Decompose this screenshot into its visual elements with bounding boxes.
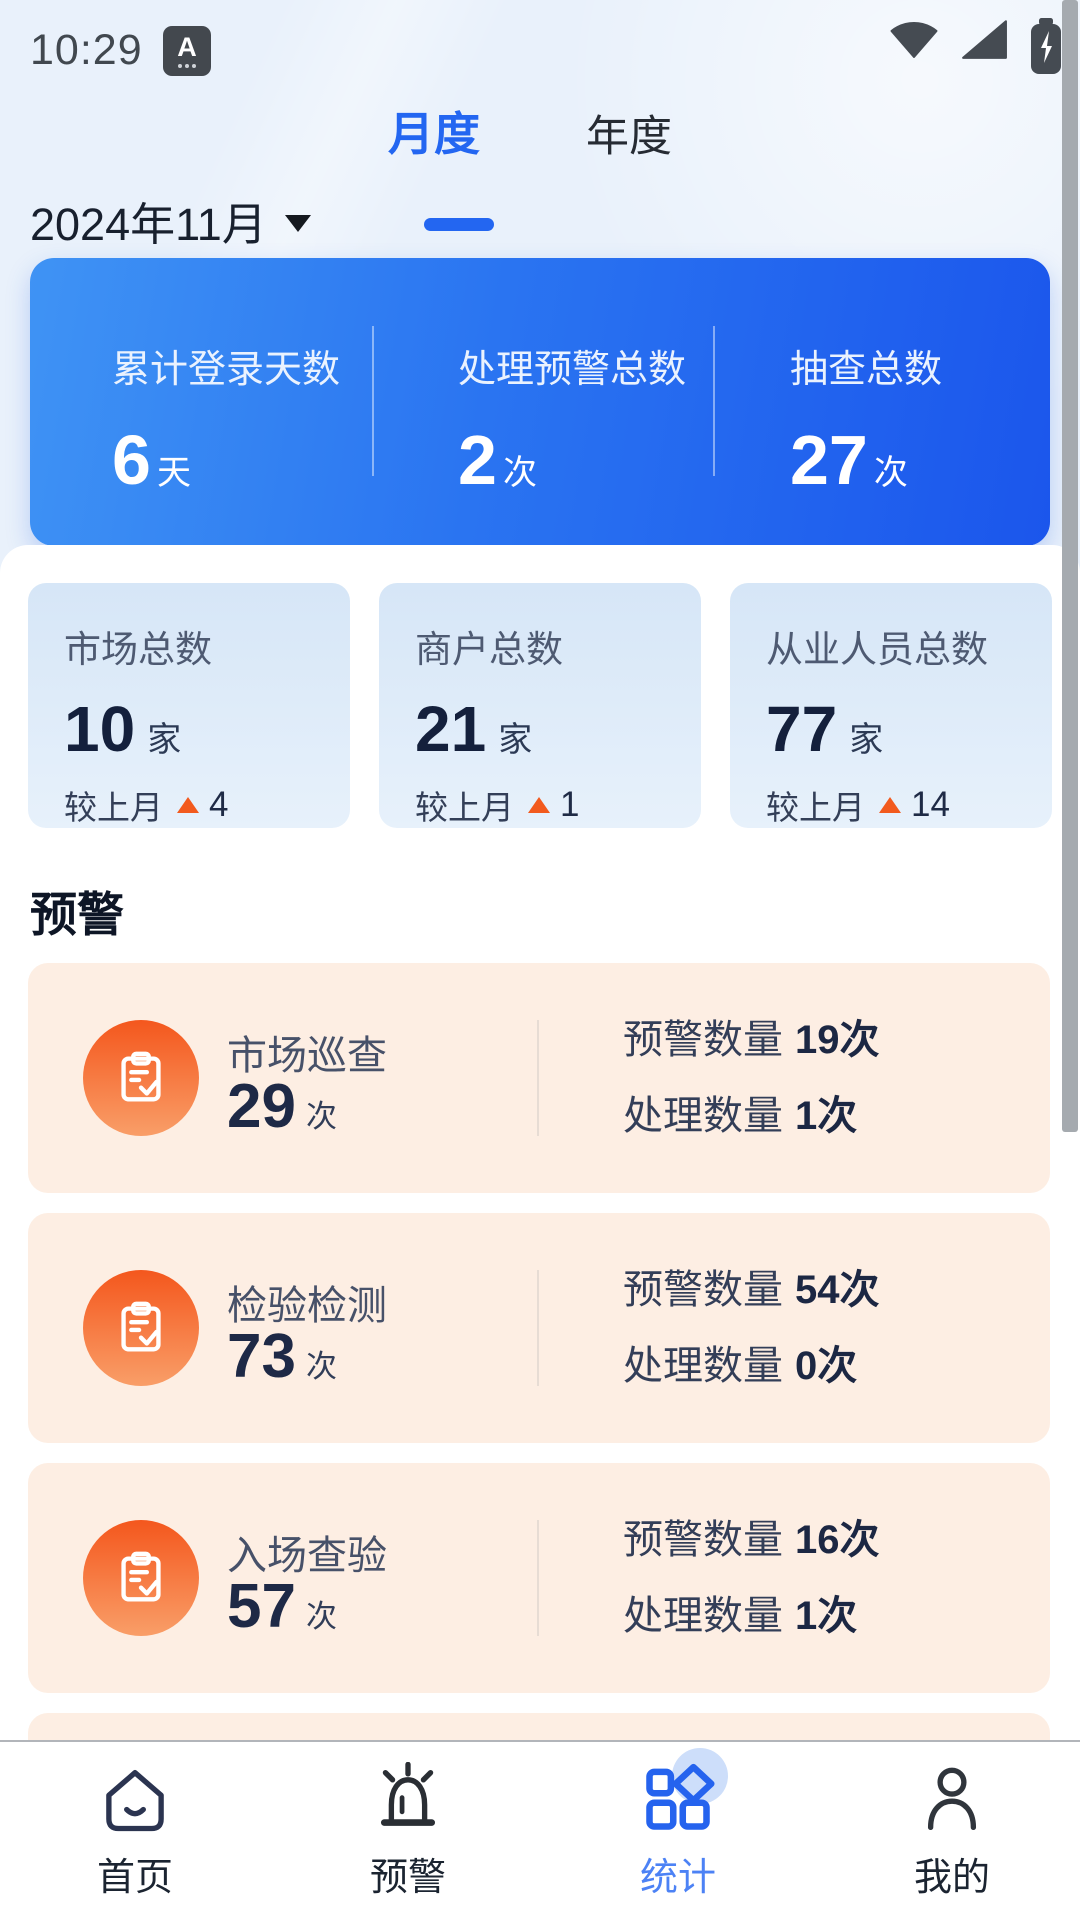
grid-stats-icon xyxy=(640,1748,728,1838)
compare-label: 较上月 xyxy=(766,789,865,826)
input-method-a-icon: A xyxy=(163,26,211,76)
warning-card-unit: 次 xyxy=(305,1099,337,1134)
nav-label: 统计 xyxy=(639,1857,716,1899)
handle-count-label: 处理数量 xyxy=(623,1344,783,1388)
stat-value: 21 xyxy=(415,693,487,765)
scrollbar-thumb[interactable] xyxy=(1062,0,1078,1132)
summary-item-login-days: 累计登录天数 6 天 xyxy=(112,338,340,495)
summary-item-handled-warnings: 处理预警总数 2 次 xyxy=(458,338,686,495)
stat-value: 77 xyxy=(766,693,838,765)
warning-card-value: 73 xyxy=(227,1322,296,1391)
warning-card-value: 29 xyxy=(227,1072,296,1141)
warning-card-divider xyxy=(537,1520,539,1636)
bottom-navbar: 首页 预警 xyxy=(0,1740,1080,1920)
warning-section-title: 预警 xyxy=(30,888,124,941)
warning-card-unit: 次 xyxy=(305,1599,337,1634)
tab-yearly[interactable]: 年度 xyxy=(586,113,672,161)
warning-card-value: 57 xyxy=(227,1572,296,1641)
nav-label: 首页 xyxy=(96,1857,173,1899)
user-icon xyxy=(914,1762,990,1838)
summary-card: 累计登录天数 6 天 处理预警总数 2 次 抽查总数 27 次 xyxy=(30,258,1050,546)
up-triangle-icon xyxy=(177,797,199,813)
warning-card-entry-check[interactable]: 入场查验 57 次 预警数量 16次 处理数量 1次 xyxy=(28,1463,1050,1693)
handle-count-value: 1次 xyxy=(795,1594,858,1638)
battery-charging-icon xyxy=(1028,18,1064,81)
siren-icon xyxy=(370,1761,446,1838)
summary-item-spot-checks: 抽查总数 27 次 xyxy=(790,338,942,495)
up-triangle-icon xyxy=(528,797,550,813)
summary-label: 处理预警总数 xyxy=(458,349,687,391)
summary-unit: 次 xyxy=(873,454,908,492)
status-time: 10:29 xyxy=(30,26,143,74)
stat-card-merchants[interactable]: 商户总数 21 家 较上月 1 xyxy=(379,583,701,828)
summary-value: 27 xyxy=(790,421,868,499)
handle-count-value: 0次 xyxy=(795,1344,858,1388)
warning-card-title: 检验检测 xyxy=(227,1284,387,1328)
stat-unit: 家 xyxy=(849,721,884,759)
warn-count-label: 预警数量 xyxy=(623,1518,783,1562)
clipboard-check-icon xyxy=(83,1520,199,1636)
handle-count-value: 1次 xyxy=(795,1094,858,1138)
compare-delta: 1 xyxy=(560,785,580,824)
stat-label: 商户总数 xyxy=(415,629,563,670)
warning-card-title: 入场查验 xyxy=(227,1534,387,1578)
nav-item-profile[interactable]: 我的 xyxy=(882,1762,1022,1901)
warning-card-partial xyxy=(28,1713,1050,1743)
warning-card-divider xyxy=(537,1270,539,1386)
stat-label: 市场总数 xyxy=(64,629,212,670)
warn-count-value: 54次 xyxy=(795,1268,880,1312)
compare-delta: 4 xyxy=(209,785,229,824)
warn-count-value: 19次 xyxy=(795,1018,880,1062)
stat-unit: 家 xyxy=(498,721,533,759)
summary-label: 抽查总数 xyxy=(790,349,943,391)
clipboard-check-icon xyxy=(83,1270,199,1386)
up-triangle-icon xyxy=(879,797,901,813)
warning-card-unit: 次 xyxy=(305,1349,337,1384)
summary-unit: 次 xyxy=(502,454,537,492)
nav-item-stats[interactable]: 统计 xyxy=(608,1748,748,1901)
stat-value: 10 xyxy=(64,693,136,765)
stat-unit: 家 xyxy=(147,721,182,759)
stat-label: 从业人员总数 xyxy=(766,629,988,670)
handle-count-label: 处理数量 xyxy=(623,1094,783,1138)
summary-value: 2 xyxy=(458,421,497,499)
compare-label: 较上月 xyxy=(64,789,163,826)
date-selector[interactable]: 2024年11月 xyxy=(30,188,311,253)
caret-down-icon xyxy=(284,215,311,232)
wifi-icon xyxy=(888,18,940,67)
summary-unit: 天 xyxy=(156,454,191,492)
tab-active-indicator xyxy=(424,218,494,231)
clipboard-check-icon xyxy=(83,1020,199,1136)
nav-label: 我的 xyxy=(913,1857,990,1899)
stat-card-practitioners[interactable]: 从业人员总数 77 家 较上月 14 xyxy=(730,583,1052,828)
warning-card-inspection-testing[interactable]: 检验检测 73 次 预警数量 54次 处理数量 0次 xyxy=(28,1213,1050,1443)
summary-label: 累计登录天数 xyxy=(112,349,341,391)
tab-monthly[interactable]: 月度 xyxy=(388,108,480,160)
warning-card-title: 市场巡查 xyxy=(227,1034,387,1078)
warning-card-divider xyxy=(537,1020,539,1136)
date-label: 2024年11月 xyxy=(30,199,267,250)
warning-card-market-patrol[interactable]: 市场巡查 29 次 预警数量 19次 处理数量 1次 xyxy=(28,963,1050,1193)
nav-item-warning[interactable]: 预警 xyxy=(338,1761,478,1901)
summary-divider xyxy=(713,326,715,476)
nav-item-home[interactable]: 首页 xyxy=(65,1762,205,1901)
compare-label: 较上月 xyxy=(415,789,514,826)
home-icon xyxy=(97,1762,173,1838)
signal-icon xyxy=(960,18,1008,65)
stat-card-markets[interactable]: 市场总数 10 家 较上月 4 xyxy=(28,583,350,828)
summary-divider xyxy=(372,326,374,476)
warn-count-value: 16次 xyxy=(795,1518,880,1562)
status-icons xyxy=(888,18,1064,81)
nav-label: 预警 xyxy=(369,1857,446,1899)
handle-count-label: 处理数量 xyxy=(623,1594,783,1638)
summary-value: 6 xyxy=(112,421,151,499)
warn-count-label: 预警数量 xyxy=(623,1018,783,1062)
warn-count-label: 预警数量 xyxy=(623,1268,783,1312)
compare-delta: 14 xyxy=(911,785,950,824)
